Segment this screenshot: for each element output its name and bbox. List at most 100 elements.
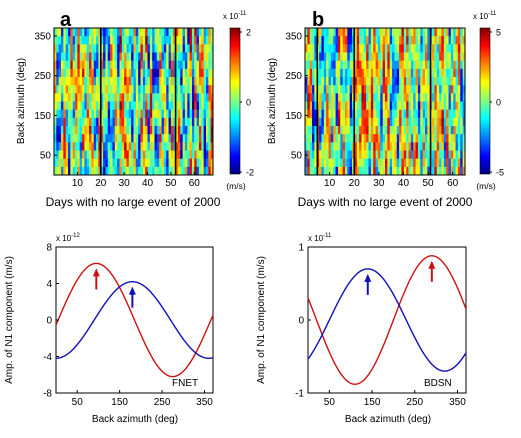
heatmap-cell [166,117,169,127]
heatmap-cell [403,68,407,78]
heatmap-cell [380,126,384,135]
heatmap-cell [175,101,179,111]
heatmap-cell [131,142,134,151]
heatmap-cell [314,158,318,168]
heatmap-cell [201,126,205,135]
heatmap-cell [309,150,313,160]
heatmap-cell [335,126,339,135]
heatmap-cell [203,126,207,135]
heatmap-cell [392,60,395,70]
heatmap-cell [84,85,88,94]
heatmap-cell [396,109,400,119]
heatmap-cell [128,126,132,135]
heatmap-cell [370,117,374,127]
heatmap-cell [373,134,376,143]
heatmap-cell [75,77,78,86]
heatmap-cell [436,36,440,45]
heatmap-cell [117,44,120,53]
heatmap-cell [168,158,172,168]
heatmap-cell [100,85,104,94]
heatmap-cell [89,150,92,160]
heatmap-cell [110,150,113,160]
heatmap-cell [75,44,78,53]
heatmap-cell [119,109,123,119]
heatmap-cell [342,28,346,37]
heatmap-cell [149,77,153,86]
heatmap-cell [387,85,391,94]
heatmap-cell [316,77,320,86]
heatmap-cell [154,166,158,176]
heatmap-cell [82,134,85,143]
heatmap-cell [128,109,132,119]
heatmap-cell [345,117,348,127]
heatmap-cell [330,77,334,86]
heatmap-cell [152,126,155,135]
heatmap-cell [168,142,172,151]
heatmap-cell [450,52,454,62]
heatmap-cell [410,93,414,102]
x-tick-label: 50 [165,178,177,189]
heatmap-cell [312,158,315,168]
heatmap-cell [56,68,60,78]
heatmap-cell [86,60,90,70]
heatmap-cell [354,126,358,135]
heatmap-cell [184,126,188,135]
heatmap-cell [68,134,71,143]
heatmap-cell [406,117,409,127]
heatmap-cell [368,101,372,111]
heatmap-cell [82,44,85,53]
heatmap-cell [441,109,445,119]
heatmap-cell [156,52,160,62]
heatmap-cell [432,158,435,168]
heatmap-cell [359,60,362,70]
heatmap-cell [427,28,431,37]
heatmap-cell [387,134,391,143]
heatmap-cell [75,101,78,111]
heatmap-cell [121,52,125,62]
heatmap-cell [170,44,174,53]
heatmap-cell [93,101,97,111]
heatmap-cell [201,158,205,168]
heatmap-cell [135,85,139,94]
heatmap-cell [61,85,64,94]
heatmap-cell [319,101,322,111]
heatmap-cell [196,44,200,53]
heatmap-cell [455,77,459,86]
heatmap-cell [98,68,102,78]
heatmap-cell [349,126,353,135]
heatmap-cell [184,60,188,70]
heatmap-cell [455,68,459,78]
heatmap-cell [457,28,461,37]
heatmap-cell [436,166,440,176]
heatmap-cell [175,158,179,168]
heatmap-cell [182,109,186,119]
heatmap-cell [345,126,348,135]
heatmap-cell [103,101,106,111]
heatmap-cell [98,109,102,119]
heatmap-cell [413,28,416,37]
heatmap-cell [307,101,311,111]
x-tick-label: 30 [373,178,385,189]
heatmap-cell [145,36,148,45]
heatmap-cell [124,150,127,160]
heatmap-cell [135,101,139,111]
heatmap-cell [382,52,386,62]
heatmap-cell [138,28,141,37]
heatmap-cell [173,150,176,160]
heatmap-cell [335,101,339,111]
heatmap-cell [77,134,81,143]
heatmap-cell [337,142,341,151]
heatmap-cell [138,142,141,151]
heatmap-cell [321,158,325,168]
heatmap-cell [56,101,60,111]
heatmap-cell [205,36,209,45]
y-tick-label: 350 [34,31,51,42]
heatmap-cell [342,158,346,168]
heatmap-cell [75,60,78,70]
heatmap-cell [314,93,318,102]
heatmap-cell [147,85,151,94]
heatmap-cell [413,85,416,94]
heatmap-cell [387,28,391,37]
heatmap-cell [203,142,207,151]
heatmap-cell [396,52,400,62]
